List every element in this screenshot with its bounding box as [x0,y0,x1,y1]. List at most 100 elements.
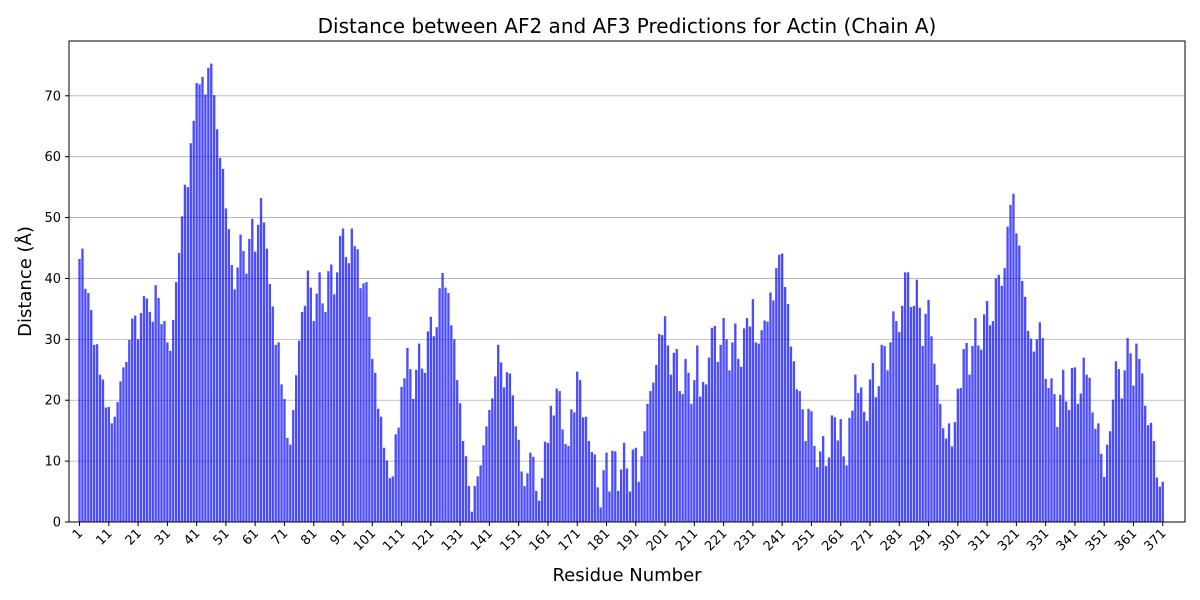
bar-residue-138 [479,465,482,522]
x-tick-label: 111 [380,526,408,554]
y-tick-label: 50 [44,211,61,226]
bar-residue-110 [397,427,400,522]
bar-residue-140 [485,426,488,522]
bar-residue-70 [280,384,283,522]
bar-residue-30 [163,321,166,522]
bar-residue-322 [1018,245,1021,522]
bar-residue-350 [1100,453,1103,522]
x-tick-label: 71 [269,526,291,548]
bar-residue-316 [1000,285,1003,522]
bar-residue-257 [827,457,831,522]
bar-residue-324 [1023,296,1027,522]
bar-residue-122 [432,336,435,522]
bar-residue-291 [927,299,930,522]
bar-residue-4 [87,293,90,522]
bar-residue-215 [704,384,708,522]
bar-residue-239 [775,268,778,522]
bar-residue-43 [201,76,204,523]
bar-residue-362 [1135,343,1138,522]
bar-residue-13 [113,416,116,522]
bar-residue-83 [318,272,321,522]
bar-residue-242 [783,286,787,522]
bar-residue-111 [400,386,403,522]
bar-residue-108 [391,476,394,522]
bar-residue-193 [640,456,643,522]
bar-residue-289 [921,346,924,522]
bar-residue-78 [303,305,307,522]
bar-residue-112 [403,378,406,522]
bar-residue-38 [186,187,190,522]
bar-residue-137 [476,476,479,522]
bar-residue-301 [956,388,959,522]
bar-residue-101 [371,358,374,522]
bar-residue-337 [1062,369,1065,522]
bar-residue-218 [713,325,716,522]
bar-residue-28 [157,297,160,522]
bar-residue-130 [456,380,459,522]
bar-residue-352 [1105,444,1109,522]
x-tick-label: 321 [995,526,1023,554]
bar-residue-104 [379,416,383,522]
bar-residue-160 [543,441,547,522]
bar-residue-209 [687,372,690,522]
bar-residue-236 [766,321,769,522]
bar-residue-100 [368,316,371,522]
bar-residue-358 [1123,370,1126,522]
bar-residue-256 [824,465,828,522]
bar-residue-55 [236,267,239,522]
bar-residue-245 [792,361,796,522]
x-tick-label: 191 [614,526,642,554]
bar-residue-136 [473,486,476,522]
bar-residue-63 [259,198,263,522]
x-tick-label: 281 [878,526,906,554]
bar-residue-175 [587,441,591,522]
bar-residue-217 [710,327,714,522]
bar-residue-170 [573,412,576,522]
bar-residue-45 [207,67,210,522]
x-tick-label: 81 [298,526,320,548]
x-tick-label: 371 [1141,526,1169,554]
bar-residue-113 [406,347,409,522]
bar-residue-161 [546,442,550,522]
bar-residue-318 [1006,226,1009,522]
bar-residue-155 [529,452,532,522]
plot-frame [68,40,1186,523]
x-tick-label: 241 [761,526,789,554]
bar-residue-231 [751,299,755,522]
y-tick-label: 60 [44,150,61,165]
bar-residue-192 [637,481,640,522]
bar-residue-102 [374,372,377,522]
bar-residue-369 [1155,477,1159,522]
bar-residue-348 [1094,428,1097,522]
bar-residue-204 [672,352,676,522]
bar-residue-54 [233,289,236,522]
bar-residue-6 [93,344,96,522]
bar-residue-238 [772,300,775,522]
bar-residue-153 [523,486,526,522]
bar-residue-18 [128,339,131,522]
bar-residue-288 [918,307,921,522]
bar-residue-69 [277,342,280,522]
x-tick-label: 291 [907,526,935,554]
bar-residue-333 [1050,378,1053,522]
bar-residue-286 [912,305,916,522]
bar-residue-234 [760,330,763,522]
bar-residue-59 [248,238,251,522]
bar-residue-99 [365,282,368,522]
bar-residue-282 [901,305,904,522]
bar-residue-172 [578,380,582,522]
bar-residue-92 [344,257,348,522]
bar-residue-205 [675,349,678,522]
bar-residue-8 [98,374,102,522]
bar-residue-317 [1003,268,1006,522]
bar-residue-266 [854,374,857,522]
bar-residue-363 [1138,358,1141,522]
bar-residue-178 [596,487,599,522]
bar-residue-180 [602,470,605,522]
bar-residue-371 [1161,481,1164,522]
bar-residue-295 [939,403,942,522]
bar-residue-132 [461,441,465,522]
x-tick-label: 181 [585,526,613,554]
bar-residue-176 [590,451,594,522]
